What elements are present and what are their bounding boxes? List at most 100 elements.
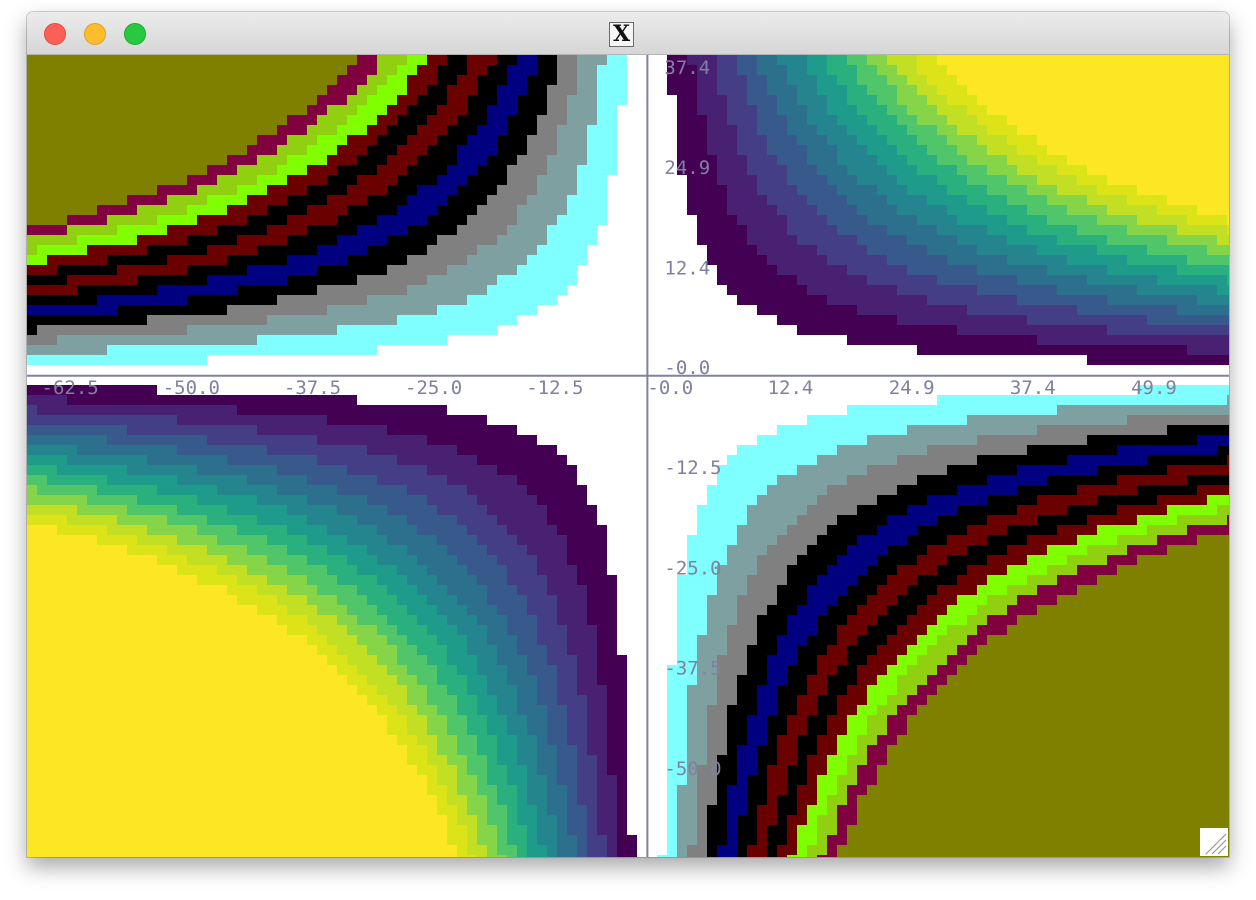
- heatmap-cell: [737, 265, 747, 275]
- heatmap-cell: [1117, 415, 1127, 425]
- heatmap-cell: [77, 305, 87, 315]
- minimize-icon[interactable]: [84, 23, 106, 45]
- heatmap-cell: [327, 275, 337, 285]
- heatmap-cell: [137, 365, 147, 375]
- heatmap-cell: [147, 395, 157, 405]
- heatmap-cell: [1187, 245, 1197, 255]
- heatmap-cell: [1037, 105, 1047, 115]
- heatmap-cell: [627, 65, 637, 75]
- close-icon[interactable]: [44, 23, 66, 45]
- heatmap-cell: [697, 285, 707, 295]
- heatmap-cell: [847, 75, 857, 85]
- heatmap-cell: [887, 295, 897, 305]
- heatmap-cell: [217, 265, 227, 275]
- heatmap-cell: [1077, 435, 1087, 445]
- heatmap-cell: [597, 285, 607, 295]
- title-bar[interactable]: X: [27, 12, 1229, 55]
- heatmap-cell: [707, 345, 717, 355]
- heatmap-cell: [707, 165, 717, 175]
- heatmap-cell: [767, 165, 777, 175]
- heatmap-cell: [697, 355, 707, 365]
- heatmap-cell: [957, 455, 967, 465]
- heatmap-cell: [1037, 265, 1047, 275]
- heatmap-cell: [117, 155, 127, 165]
- heatmap-cell: [57, 315, 67, 325]
- heatmap-cell: [917, 205, 927, 215]
- heatmap-cell: [607, 165, 617, 175]
- heatmap-cell: [747, 375, 757, 385]
- heatmap-plot[interactable]: -62.5 -50.0 -37.5 -25.0 -12.5 -0.0 12.4 24.9 37.…: [27, 55, 1229, 857]
- heatmap-cell: [127, 255, 137, 265]
- heatmap-cell: [687, 225, 697, 235]
- heatmap-cell: [1057, 115, 1067, 125]
- heatmap-cell: [937, 95, 947, 105]
- heatmap-cell: [1077, 85, 1087, 95]
- heatmap-cell: [97, 295, 107, 305]
- heatmap-cell: [917, 245, 927, 255]
- heatmap-cell: [417, 215, 427, 225]
- heatmap-cell: [97, 285, 107, 295]
- heatmap-cell: [1127, 325, 1137, 335]
- heatmap-cell: [1117, 75, 1127, 85]
- heatmap-cell: [87, 315, 97, 325]
- heatmap-cell: [507, 415, 517, 425]
- heatmap-cell: [467, 205, 477, 215]
- heatmap-cell: [177, 105, 187, 115]
- heatmap-cell: [447, 445, 457, 455]
- heatmap-cell: [247, 225, 257, 235]
- heatmap-cell: [527, 205, 537, 215]
- zoom-icon[interactable]: [124, 23, 146, 45]
- heatmap-cell: [597, 55, 607, 65]
- heatmap-cell: [1047, 185, 1057, 195]
- heatmap-cell: [887, 155, 897, 165]
- heatmap-cell: [997, 325, 1007, 335]
- heatmap-cell: [807, 165, 817, 175]
- heatmap-cell: [487, 155, 497, 165]
- heatmap-cell: [767, 395, 777, 405]
- heatmap-cell: [827, 95, 837, 105]
- heatmap-cell: [97, 415, 107, 425]
- heatmap-cell: [1047, 235, 1057, 245]
- heatmap-cell: [227, 445, 237, 455]
- heatmap-cell: [477, 195, 487, 205]
- heatmap-cell: [487, 425, 497, 435]
- heatmap-cell: [257, 215, 267, 225]
- heatmap-cell: [277, 355, 287, 365]
- heatmap-cell: [717, 145, 727, 155]
- heatmap-cell: [747, 315, 757, 325]
- heatmap-cell: [257, 315, 267, 325]
- heatmap-cell: [897, 405, 907, 415]
- heatmap-cell: [927, 65, 937, 75]
- heatmap-cell: [577, 105, 587, 115]
- heatmap-cell: [227, 115, 237, 125]
- heatmap-cell: [57, 55, 67, 65]
- heatmap-cell: [1157, 415, 1167, 425]
- heatmap-cell: [1097, 215, 1107, 225]
- heatmap-cell: [167, 465, 177, 475]
- heatmap-cell: [697, 295, 707, 305]
- heatmap-cell: [957, 135, 967, 145]
- heatmap-cell: [277, 295, 287, 305]
- heatmap-cell: [357, 65, 367, 75]
- heatmap-cell: [87, 375, 97, 385]
- heatmap-cell: [717, 425, 727, 435]
- heatmap-cell: [837, 275, 847, 285]
- heatmap-cell: [117, 245, 127, 255]
- heatmap-cell: [1197, 255, 1207, 265]
- heatmap-cell: [467, 295, 477, 305]
- heatmap-cell: [467, 325, 477, 335]
- heatmap-cell: [867, 285, 877, 295]
- heatmap-cell: [507, 165, 517, 175]
- heatmap-cell: [1057, 455, 1067, 465]
- heatmap-cell: [197, 375, 207, 385]
- heatmap-cell: [907, 405, 917, 415]
- heatmap-cell: [637, 325, 647, 335]
- heatmap-cell: [757, 165, 767, 175]
- heatmap-cell: [67, 225, 77, 235]
- heatmap-cell: [67, 125, 77, 135]
- heatmap-cell: [307, 225, 317, 235]
- heatmap-cell: [597, 185, 607, 195]
- heatmap-cell: [537, 395, 547, 405]
- heatmap-cell: [967, 255, 977, 265]
- heatmap-cell: [1197, 115, 1207, 125]
